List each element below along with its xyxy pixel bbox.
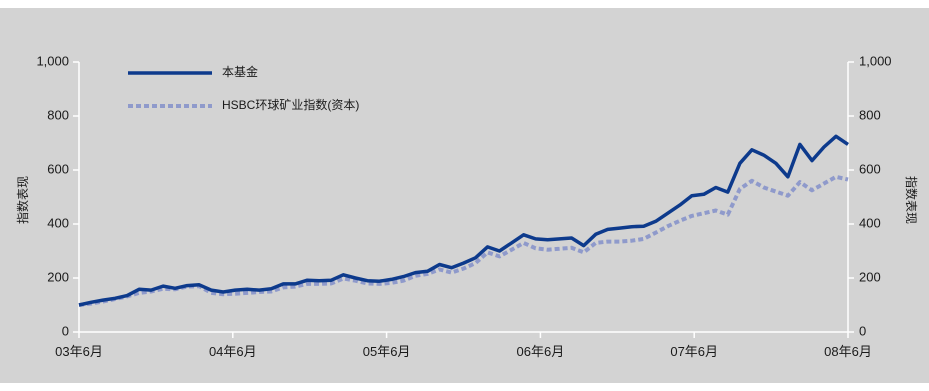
legend: 本基金 HSBC环球矿业指数(资本): [128, 64, 359, 112]
series-line-fund: [78, 134, 849, 307]
axes: 0 0 200 200 400 400 600 600 800 800 1,000 1,000 03年6…: [36, 53, 891, 359]
y-tick-label-left: 1,000: [36, 53, 69, 68]
x-tick-label: 04年6月: [209, 344, 257, 359]
y-axis-label-left: 指数表现: [15, 176, 30, 224]
series-line-index: [78, 174, 849, 307]
y-axis-label-right: 指数表现: [904, 176, 919, 224]
plot-background: [0, 8, 929, 383]
legend-item-index: HSBC环球矿业指数(资本): [128, 97, 359, 112]
y-tick-label-right: 400: [859, 215, 881, 230]
y-tick-label-left: 800: [47, 107, 69, 122]
legend-item-fund: 本基金: [128, 64, 258, 79]
y-tick-label-right: 800: [859, 107, 881, 122]
x-tick-label: 03年6月: [55, 344, 103, 359]
y-tick-label-left: 200: [47, 269, 69, 284]
y-tick-label-right: 1,000: [859, 53, 892, 68]
y-tick-label-right: 200: [859, 269, 881, 284]
y-tick-label-right: 600: [859, 161, 881, 176]
x-tick-label: 08年6月: [824, 344, 872, 359]
y-tick-label-left: 0: [62, 323, 69, 338]
legend-label: HSBC环球矿业指数(资本): [222, 97, 359, 112]
x-tick-label: 06年6月: [517, 344, 565, 359]
y-tick-label-left: 400: [47, 215, 69, 230]
x-tick-label: 05年6月: [363, 344, 411, 359]
y-tick-label-right: 0: [859, 323, 866, 338]
x-tick-label: 07年6月: [670, 344, 718, 359]
y-tick-label-left: 600: [47, 161, 69, 176]
series-layer: [78, 134, 849, 307]
legend-label: 本基金: [222, 64, 258, 79]
